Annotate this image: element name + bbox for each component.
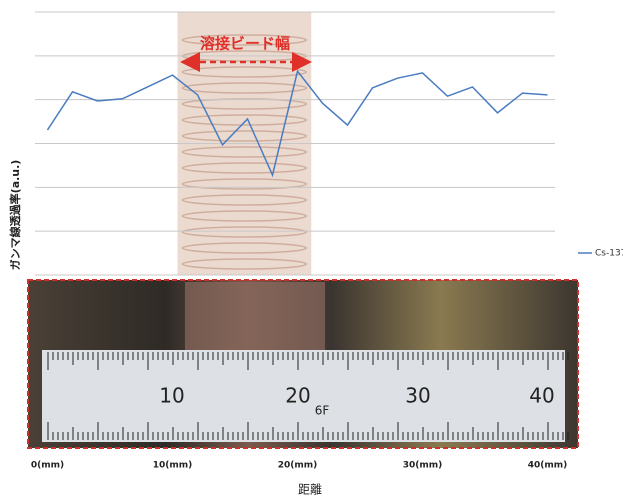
x-tick-label: 30(mm): [403, 461, 443, 471]
ruler-label: 40: [529, 384, 554, 408]
ruler-label: 20: [285, 384, 310, 408]
annotation: 溶接ビード幅: [200, 35, 290, 53]
ruler-label: 10: [159, 384, 184, 408]
ruler-label: 6F: [315, 404, 330, 418]
photo: 10 20 30 40 6F: [28, 280, 578, 448]
x-tick-label: 10(mm): [153, 461, 193, 471]
legend-label: Cs-137: [595, 249, 623, 259]
chart: 10 20 30 40 6F 溶接ビード幅 Cs-137 0(mm) 10(mm) 20(mm)…: [0, 0, 623, 500]
x-tick-label: 0(mm): [31, 461, 64, 471]
y-axis-label: ガンマ線透過率(a.u.): [8, 160, 22, 271]
x-tick-label: 20(mm): [278, 461, 318, 471]
x-tick-label: 40(mm): [528, 461, 568, 471]
x-axis-label: 距離: [298, 483, 322, 497]
ruler-label: 30: [405, 384, 430, 408]
